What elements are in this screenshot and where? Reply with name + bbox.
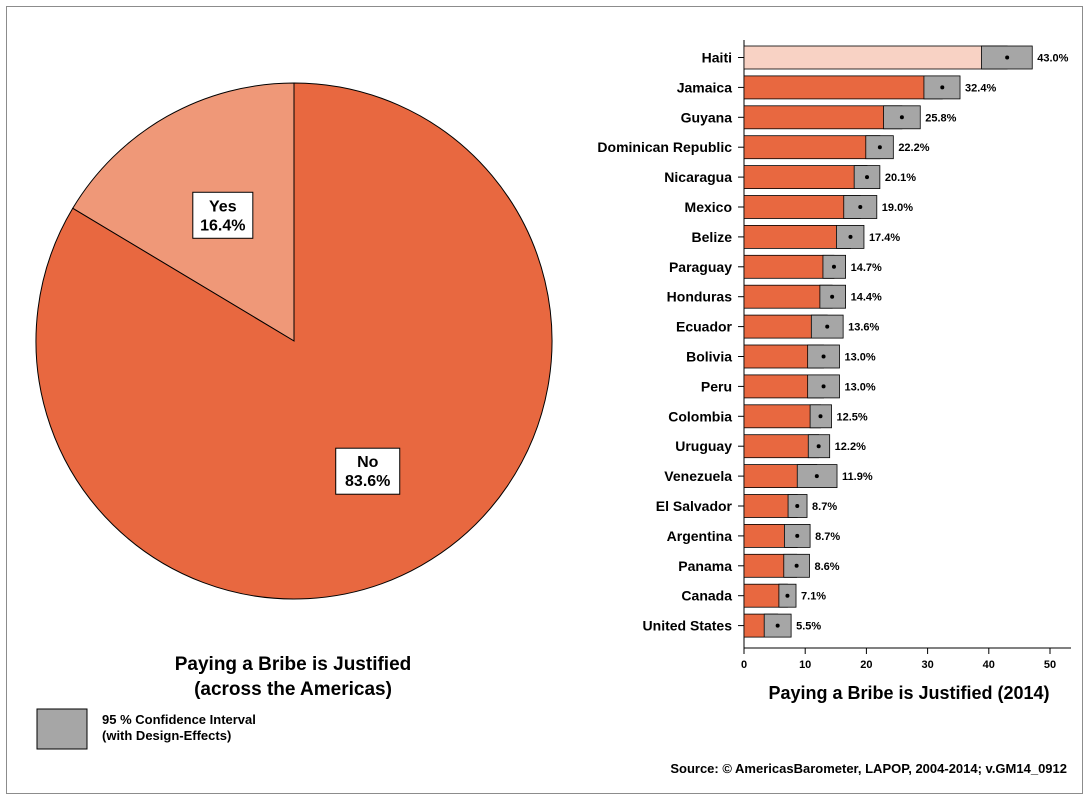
value-label: 5.5% [796,621,821,633]
bar [743,165,868,190]
point-estimate [816,444,821,449]
category-label: Belize [692,229,733,245]
legend-swatch [36,708,88,750]
pie-label-box-no [335,447,401,495]
category-label: Paraguay [669,259,732,275]
value-label: 19.0% [882,202,913,214]
pie-label-value-yes: 16.4% [200,217,245,234]
value-label: 43.0% [1037,53,1068,65]
pie-label-name-no: No [357,454,379,471]
category-label: Panama [678,558,732,574]
category-label: Canada [681,588,732,604]
value-label: 12.2% [835,441,866,453]
value-label: 22.2% [898,142,929,154]
pie-title-line1: Paying a Bribe is Justified [175,654,412,675]
point-estimate [818,414,823,419]
value-label: 17.4% [869,232,900,244]
point-estimate [825,324,830,329]
bar [743,195,861,219]
bar-chart: 0 10 20 30 40 50 Haiti 43.0% Jamaica 32.4% Guyana 2… [597,40,1071,671]
category-label: Peru [701,378,732,394]
pie-slice-yes [72,82,295,342]
value-label: 13.0% [844,352,875,364]
bar [743,284,833,309]
pie-label-value-no: 83.6% [345,473,390,490]
point-estimate [795,533,800,538]
category-label: Bolivia [686,349,732,365]
point-estimate [831,264,836,269]
point-estimate [899,115,904,120]
value-label: 14.4% [851,292,882,304]
bar [743,224,851,249]
legend-text-line1: 95 % Confidence Interval [102,712,256,727]
point-estimate [821,354,826,359]
x-tick-label: 50 [1044,659,1056,671]
point-estimate [877,145,882,150]
pie-label-box-yes [192,191,254,239]
category-label: United States [643,618,733,634]
value-label: 8.6% [814,561,839,573]
pie-title-line2: (across the Americas) [194,679,392,700]
bar [743,404,821,429]
category-label: El Salvador [656,498,733,514]
legend-text-line2: (with Design-Effects) [102,728,231,743]
point-estimate [848,234,853,239]
category-label: Dominican Republic [597,139,732,155]
point-estimate [794,563,799,568]
bar [743,105,903,130]
x-tick-label: 30 [921,659,933,671]
bar [743,135,881,160]
bar [743,45,1008,70]
category-label: Uruguay [675,438,732,454]
bar [743,434,820,459]
x-tick-label: 10 [799,659,811,671]
point-estimate [1005,55,1010,60]
value-label: 13.0% [844,381,875,393]
category-label: Argentina [667,528,733,544]
pie-label-name-yes: Yes [209,198,237,215]
value-label: 11.9% [842,471,873,483]
point-estimate [865,175,870,180]
category-label: Jamaica [677,79,732,95]
category-label: Honduras [667,289,733,305]
pie-chart: Yes 16.4% No 83.6% [35,82,553,600]
x-tick-label: 0 [741,659,747,671]
value-label: 20.1% [885,172,916,184]
value-label: 12.5% [837,411,868,423]
value-label: 7.1% [801,591,826,603]
value-label: 13.6% [848,322,879,334]
source-note: Source: © AmericasBarometer, LAPOP, 2004… [670,761,1067,776]
category-label: Haiti [702,50,732,66]
pie-slice-no [35,82,553,600]
point-estimate [795,504,800,508]
x-tick-label: 40 [983,659,995,671]
value-label: 32.4% [965,82,996,94]
category-label: Ecuador [676,319,733,335]
x-tick-label: 20 [860,659,872,671]
point-estimate [830,294,835,299]
chart-frame [6,6,1083,794]
point-estimate [814,474,819,479]
bar-x-axis-label: Paying a Bribe is Justified (2014) [768,683,1049,703]
point-estimate [821,384,826,389]
bar [743,75,943,100]
point-estimate [775,623,780,628]
value-label: 8.7% [812,501,837,513]
point-estimate [858,205,863,209]
category-label: Venezuela [664,468,732,484]
category-label: Colombia [668,408,732,424]
category-label: Nicaragua [664,169,732,185]
point-estimate [940,85,945,90]
bar [743,254,835,279]
category-label: Mexico [685,199,732,215]
value-label: 8.7% [815,531,840,543]
category-label: Guyana [681,109,733,125]
value-label: 14.7% [851,262,882,274]
point-estimate [785,593,790,598]
value-label: 25.8% [925,112,956,124]
